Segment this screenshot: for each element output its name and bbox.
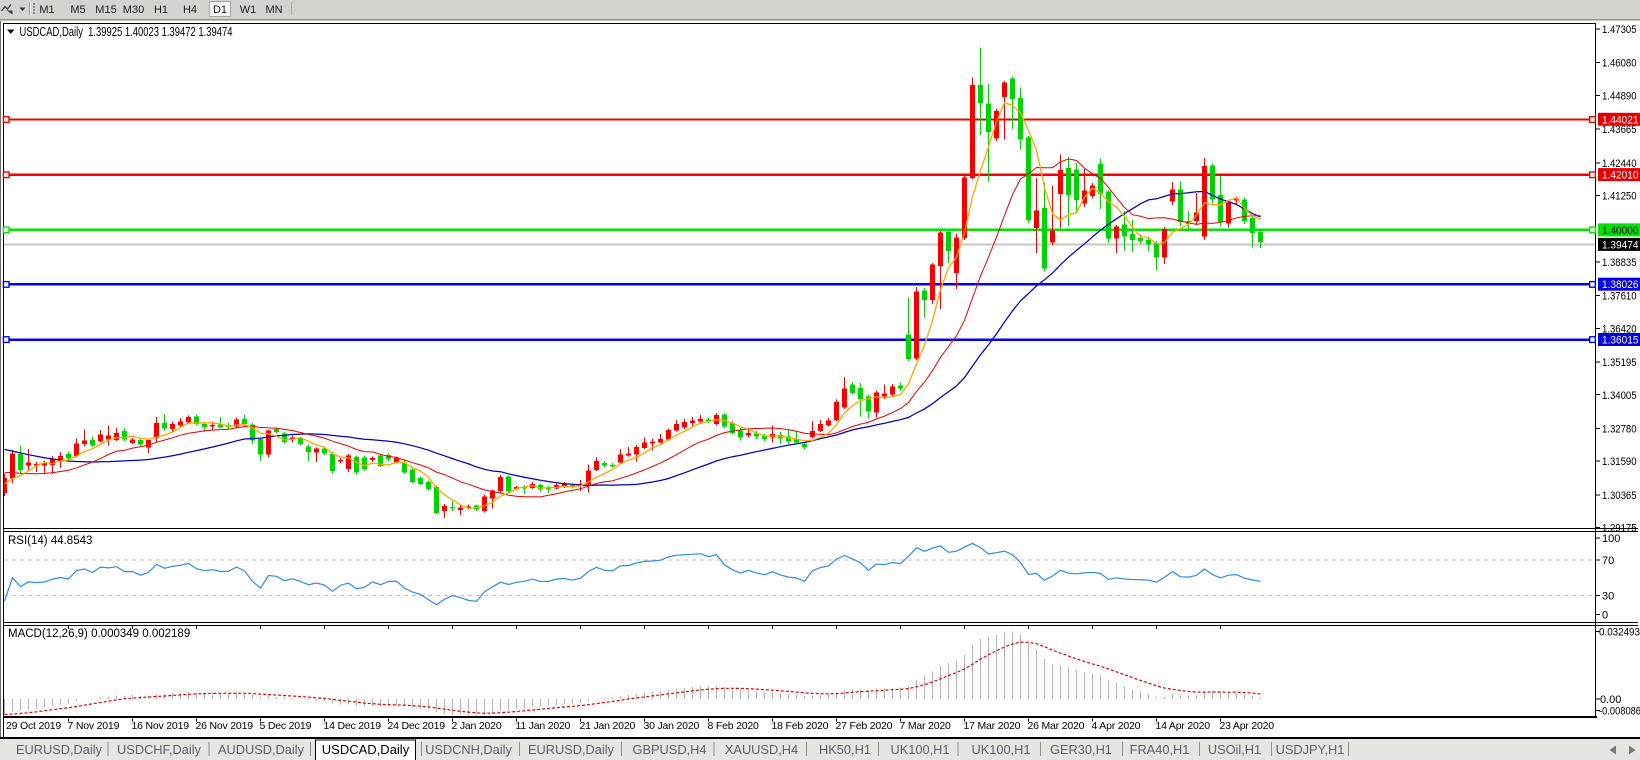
svg-text:RSI(14) 44.8543: RSI(14) 44.8543 [8, 535, 92, 547]
svg-text:1.30365: 1.30365 [1602, 490, 1637, 502]
svg-text:USDCHF,Daily: USDCHF,Daily [117, 742, 201, 757]
svg-text:M15: M15 [95, 4, 116, 16]
svg-text:GBPUSD,H4: GBPUSD,H4 [633, 742, 707, 757]
svg-text:USDCAD,Daily 1.39925 1.40023: USDCAD,Daily 1.39925 1.40023 1.39472 1.3… [20, 24, 233, 39]
svg-text:23 Apr 2020: 23 Apr 2020 [1220, 720, 1275, 732]
svg-text:FRA40,H1: FRA40,H1 [1130, 742, 1190, 757]
svg-text:1.37610: 1.37610 [1602, 291, 1637, 303]
svg-text:18 Feb 2020: 18 Feb 2020 [772, 720, 829, 732]
svg-text:USDCNH,Daily: USDCNH,Daily [425, 742, 512, 757]
svg-text:1.35195: 1.35195 [1602, 357, 1637, 369]
svg-text:24 Dec 2019: 24 Dec 2019 [388, 720, 446, 732]
svg-text:0.032493: 0.032493 [1599, 627, 1640, 639]
svg-text:14 Dec 2019: 14 Dec 2019 [324, 720, 382, 732]
svg-text:1.42010: 1.42010 [1602, 170, 1639, 182]
svg-text:EURUSD,Daily: EURUSD,Daily [528, 742, 615, 757]
svg-text:MN: MN [265, 4, 282, 16]
svg-text:1.42440: 1.42440 [1602, 158, 1637, 170]
svg-text:MACD(12,26,9) 0.000349 0.00218: MACD(12,26,9) 0.000349 0.002189 [8, 628, 190, 640]
svg-text:1.39474: 1.39474 [1602, 239, 1639, 251]
svg-text:4 Apr 2020: 4 Apr 2020 [1092, 720, 1141, 732]
svg-text:M1: M1 [39, 4, 54, 16]
svg-text:M5: M5 [70, 4, 85, 16]
svg-text:16 Nov 2019: 16 Nov 2019 [132, 720, 190, 732]
svg-text:1.43665: 1.43665 [1602, 124, 1637, 136]
svg-text:1.34005: 1.34005 [1602, 390, 1637, 402]
svg-text:D1: D1 [213, 4, 227, 16]
svg-text:26 Nov 2019: 26 Nov 2019 [196, 720, 254, 732]
svg-text:29 Oct 2019: 29 Oct 2019 [6, 720, 61, 732]
svg-text:H1: H1 [154, 4, 168, 16]
svg-text:XAUUSD,H4: XAUUSD,H4 [725, 742, 798, 757]
svg-text:GER30,H1: GER30,H1 [1050, 742, 1112, 757]
svg-text:1.40000: 1.40000 [1602, 225, 1639, 237]
svg-text:-0.008086: -0.008086 [1599, 706, 1640, 718]
svg-text:0.00: 0.00 [1600, 694, 1621, 706]
svg-text:1.36015: 1.36015 [1602, 335, 1639, 347]
svg-text:HK50,H1: HK50,H1 [819, 742, 871, 757]
svg-text:70: 70 [1602, 555, 1614, 567]
svg-text:1.31590: 1.31590 [1602, 456, 1637, 468]
svg-text:1.32780: 1.32780 [1602, 423, 1637, 435]
svg-text:7 Mar 2020: 7 Mar 2020 [900, 720, 951, 732]
svg-text:11 Jan 2020: 11 Jan 2020 [516, 720, 571, 732]
svg-text:17 Mar 2020: 17 Mar 2020 [964, 720, 1021, 732]
svg-text:1.44890: 1.44890 [1602, 90, 1637, 102]
svg-text:27 Feb 2020: 27 Feb 2020 [836, 720, 893, 732]
svg-text:5 Dec 2019: 5 Dec 2019 [260, 720, 312, 732]
svg-text:1.44021: 1.44021 [1602, 114, 1639, 126]
svg-text:26 Mar 2020: 26 Mar 2020 [1028, 720, 1085, 732]
svg-text:M30: M30 [123, 4, 144, 16]
svg-text:W1: W1 [240, 4, 257, 16]
svg-text:2 Jan 2020: 2 Jan 2020 [452, 720, 502, 732]
svg-text:1.41250: 1.41250 [1602, 191, 1637, 203]
svg-text:UK100,H1: UK100,H1 [890, 742, 949, 757]
svg-text:1.38026: 1.38026 [1602, 279, 1639, 291]
svg-text:30 Jan 2020: 30 Jan 2020 [644, 720, 700, 732]
svg-text:1.36420: 1.36420 [1602, 323, 1637, 335]
svg-text:7 Nov 2019: 7 Nov 2019 [68, 720, 120, 732]
svg-text:EURUSD,Daily: EURUSD,Daily [16, 742, 103, 757]
svg-text:1.38835: 1.38835 [1602, 257, 1637, 269]
svg-text:AUDUSD,Daily: AUDUSD,Daily [218, 742, 305, 757]
svg-text:21 Jan 2020: 21 Jan 2020 [580, 720, 636, 732]
svg-text:1.29175: 1.29175 [1602, 523, 1637, 535]
svg-text:UK100,H1: UK100,H1 [971, 742, 1030, 757]
svg-text:30: 30 [1602, 591, 1614, 603]
svg-text:1.47305: 1.47305 [1602, 24, 1637, 36]
svg-text:14 Apr 2020: 14 Apr 2020 [1156, 720, 1211, 732]
svg-text:1.46080: 1.46080 [1602, 58, 1637, 70]
svg-text:USDJPY,H1: USDJPY,H1 [1276, 742, 1345, 757]
svg-text:H4: H4 [183, 4, 197, 16]
svg-text:USOil,H1: USOil,H1 [1208, 742, 1261, 757]
svg-text:USDCAD,Daily: USDCAD,Daily [322, 742, 410, 757]
svg-text:0: 0 [1602, 610, 1608, 622]
svg-text:100: 100 [1602, 533, 1620, 545]
svg-text:8 Feb 2020: 8 Feb 2020 [708, 720, 759, 732]
